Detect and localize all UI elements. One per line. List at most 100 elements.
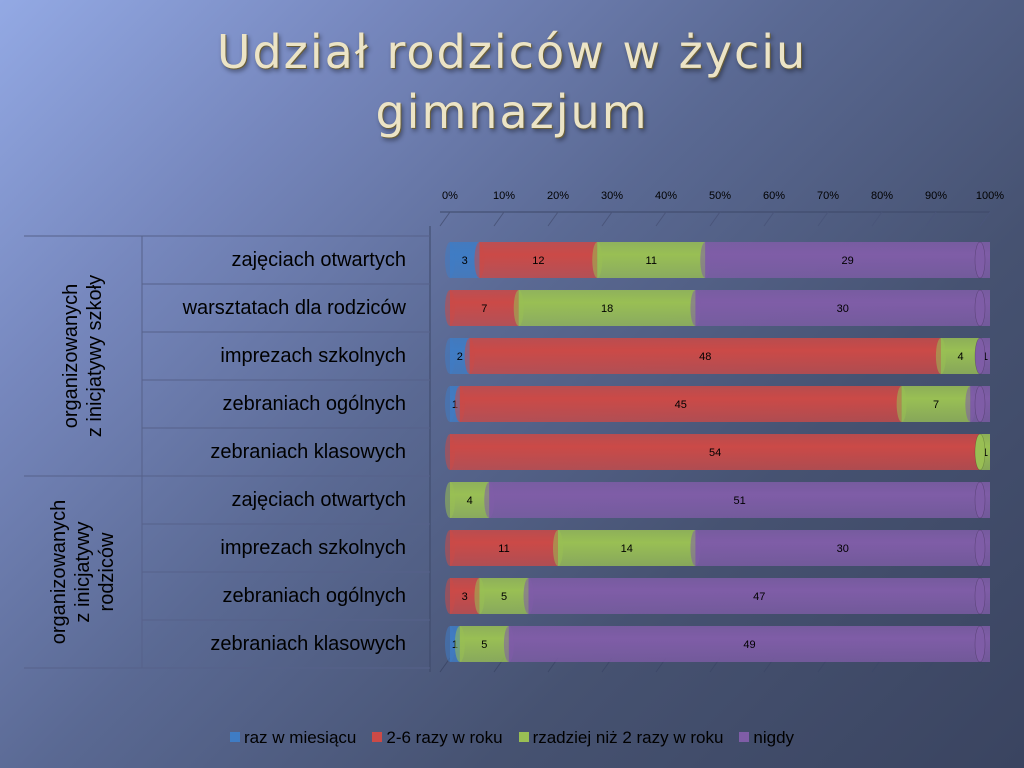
bar-segment (459, 386, 902, 422)
bar-end-cap (974, 433, 986, 471)
legend-item: 2-6 razy w roku (372, 728, 503, 748)
bar-segment-edge (454, 626, 465, 662)
grid-tick-line (709, 211, 721, 227)
bar-data-label: 7 (933, 399, 939, 411)
legend-swatch (229, 732, 240, 742)
bar-data-label: 47 (753, 591, 765, 603)
x-tick-label: 40% (655, 190, 677, 202)
bar-segment (508, 626, 990, 662)
grid-tick-line (601, 211, 613, 227)
group-label-line: z inicjatywy (72, 521, 94, 623)
group-label-line: z inicjatywy szkoły (84, 274, 106, 438)
bar-segment (597, 242, 706, 278)
category-label: imprezach szkolnych (220, 537, 406, 559)
x-tick-label: 70% (817, 190, 839, 202)
bar-segment-edge (690, 290, 701, 326)
grid-tick-line (547, 211, 559, 227)
bar-segment (479, 578, 529, 614)
bar-data-label: 12 (532, 255, 544, 267)
grid-tick-line (493, 211, 505, 227)
legend-label: raz w miesiącu (243, 728, 357, 747)
bar-data-label: 7 (481, 303, 487, 315)
legend-label: rzadziej niż 2 razy w roku (532, 728, 724, 747)
bar-end-cap (974, 529, 986, 567)
bar-segment (450, 530, 558, 566)
bar-segment (469, 338, 941, 374)
legend-swatch (739, 732, 750, 742)
group-label-line: organizowanych (48, 499, 70, 645)
bar-data-label: 30 (837, 543, 849, 555)
legend-swatch (518, 732, 529, 742)
bar-data-label: 3 (462, 255, 468, 267)
bar-data-label: 5 (481, 639, 487, 651)
category-label: imprezach szkolnych (220, 345, 406, 367)
grid-tick-line (979, 211, 991, 227)
group-label-line: organizowanych (60, 283, 82, 429)
legend-item: rzadziej niż 2 razy w roku (518, 728, 724, 748)
bar-segment-edge (445, 578, 455, 614)
bar-segment (489, 482, 990, 518)
bar-data-label: 4 (467, 495, 473, 507)
legend-swatch (372, 732, 383, 742)
group-label-line: rodziców (96, 532, 118, 612)
bar-data-label: 18 (601, 303, 613, 315)
x-tick-label: 20% (547, 190, 569, 202)
bar-segment-edge (965, 386, 976, 422)
bar-data-label: 1 (982, 447, 988, 459)
category-label: warsztatach dla rodziców (182, 297, 406, 319)
x-tick-label: 0% (442, 190, 458, 202)
bar-data-label: 14 (621, 543, 633, 555)
bar-data-label: 2 (457, 351, 463, 363)
category-label: zebraniach ogólnych (222, 585, 406, 607)
bar-segment (450, 434, 981, 470)
bar-segment (705, 242, 990, 278)
grid-tick-line (439, 211, 451, 227)
bar-data-label: 11 (498, 543, 509, 555)
x-tick-label: 10% (493, 190, 515, 202)
grid-tick-line (817, 211, 829, 227)
bar-end-cap (974, 577, 986, 615)
bar-segment (901, 386, 971, 422)
bar-segment (450, 290, 519, 326)
bar-data-label: 4 (957, 351, 963, 363)
legend-label: nigdy (753, 728, 795, 747)
bar-data-label: 49 (743, 639, 755, 651)
page-title: Udział rodziców w życiu gimnazjum (0, 22, 1024, 142)
legend-item: raz w miesiącu (229, 728, 357, 748)
bar-segment-edge (690, 530, 701, 566)
bar-segment-edge (445, 386, 455, 422)
bar-data-label: 29 (842, 255, 854, 267)
x-tick-label: 30% (601, 190, 623, 202)
grid-tick-line (763, 211, 775, 227)
bar-data-label: 30 (837, 303, 849, 315)
category-label: zebraniach ogólnych (222, 393, 406, 415)
bar-segment (450, 482, 490, 518)
category-label: zajęciach otwartych (231, 489, 406, 511)
bar-data-label: 3 (462, 591, 468, 603)
bar-segment-edge (935, 338, 946, 374)
x-tick-label: 60% (763, 190, 785, 202)
bar-segment (940, 338, 981, 374)
group-label: organizowanych z inicjatywy szkoły (24, 236, 142, 476)
bar-segment-edge (503, 626, 514, 662)
bar-segment-edge (484, 482, 495, 518)
bar-segment (479, 242, 598, 278)
group-label: organizowanych z inicjatywy rodziców (24, 476, 142, 668)
bar-data-label: 11 (646, 255, 657, 267)
bar-segment (518, 290, 696, 326)
x-tick-label: 50% (709, 190, 731, 202)
bar-end-cap (974, 241, 986, 279)
bar-data-label: 45 (675, 399, 687, 411)
bar-segment (695, 530, 990, 566)
bar-segment-edge (592, 242, 603, 278)
category-label: zebraniach klasowych (210, 441, 406, 463)
bar-segment-edge (474, 242, 485, 278)
bar-segment-edge (445, 626, 455, 662)
bar-segment-edge (896, 386, 907, 422)
grid-tick-line (655, 211, 667, 227)
bar-segment-edge (445, 530, 455, 566)
bar-end-cap (974, 337, 986, 375)
legend-label: 2-6 razy w roku (386, 728, 503, 747)
bar-data-label: 48 (699, 351, 711, 363)
